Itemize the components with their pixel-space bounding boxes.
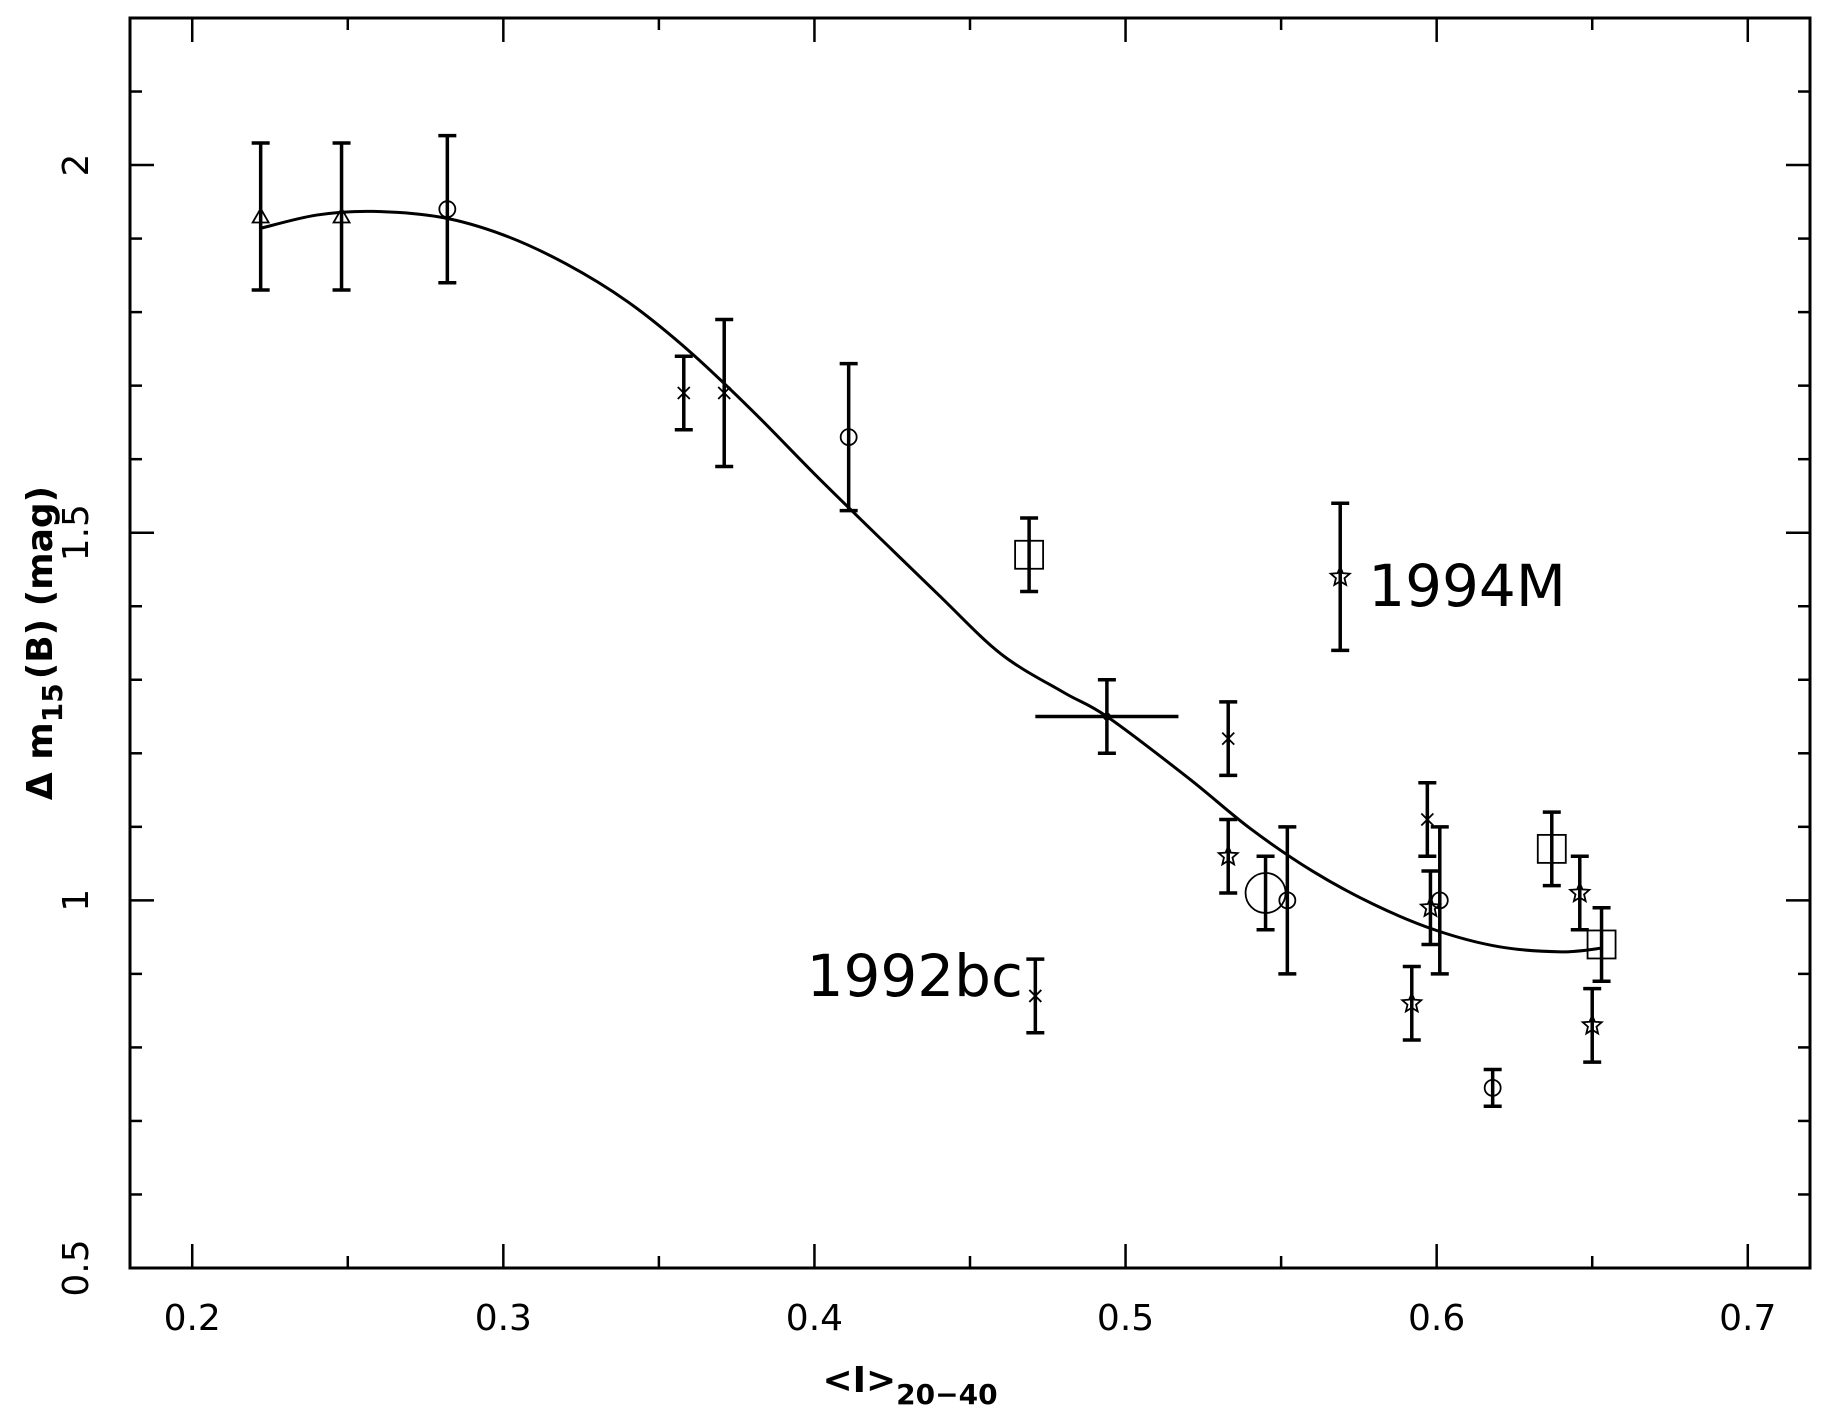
cross-marker: [677, 386, 691, 400]
data-point: [1418, 780, 1437, 858]
data-point: [1586, 905, 1617, 983]
data-point: [251, 141, 271, 292]
axis-tick-labels: 0.2 0.3 0.4 0.5 0.6 0.7 0.5 1 1.5 2: [56, 154, 1776, 1339]
dot-marker: [1102, 712, 1111, 721]
data-point: [839, 361, 858, 513]
y-tick-label-group: 1: [56, 889, 97, 912]
x-tick-label: 0.3: [475, 1298, 532, 1339]
y-tick-label: 1: [56, 889, 97, 912]
circle-marker: [1430, 891, 1449, 910]
cross-marker: [717, 386, 731, 400]
square-marker: [1586, 929, 1617, 960]
y-tick-label: 2: [56, 154, 97, 177]
cross-marker: [1028, 989, 1042, 1003]
data-point: [1400, 964, 1424, 1042]
star-marker: [1580, 1013, 1604, 1036]
data-point: [438, 133, 457, 285]
data-point: [1035, 678, 1179, 756]
star-marker: [1418, 895, 1443, 918]
x-tick-label: 0.5: [1097, 1298, 1154, 1339]
circle-marker: [1483, 1078, 1502, 1097]
plot-frame: [128, 16, 1812, 1270]
data-point: [1244, 854, 1287, 932]
data-point: [1418, 869, 1443, 947]
x-tick-label: 0.4: [786, 1298, 843, 1339]
x-tick-label: 0.7: [1719, 1298, 1776, 1339]
square-marker: [1536, 833, 1567, 864]
data-point: [1026, 957, 1045, 1035]
data-point: [1328, 501, 1352, 653]
annotations: 1994M 1992bc: [807, 552, 1566, 1010]
data-point: [1580, 986, 1604, 1064]
fit-curve: [260, 209, 1602, 954]
data-point: [332, 141, 352, 292]
star-marker: [1400, 990, 1424, 1014]
circle-marker: [438, 200, 457, 219]
data-point: [1568, 854, 1592, 932]
y-tick-label: 1.5: [56, 504, 97, 561]
x-axis-title: <I>20−40: [822, 1360, 997, 1411]
data-point: [1483, 1067, 1502, 1108]
data-point: [1430, 825, 1449, 976]
triangle-marker: [332, 206, 352, 224]
star-marker: [1328, 564, 1352, 587]
x-tick-label: 0.6: [1408, 1298, 1465, 1339]
data-point: [1219, 700, 1238, 778]
data-point: [674, 354, 693, 432]
data-point: [1536, 810, 1567, 888]
y-tick-label-group: 2: [56, 154, 97, 177]
annotation-label: 1992bc: [807, 942, 1023, 1010]
star-marker: [1568, 880, 1592, 903]
data-point: [1014, 516, 1045, 594]
y-tick-label-group: 0.5: [56, 1239, 97, 1296]
data-point: [1216, 817, 1240, 895]
cross-marker: [1420, 812, 1434, 827]
circle-marker: [1278, 891, 1297, 910]
circle-marker: [839, 428, 858, 447]
data-point: [715, 317, 734, 469]
annotation-label: 1994M: [1368, 552, 1566, 620]
data-points: [251, 133, 1617, 1108]
triangle-marker: [251, 206, 271, 224]
y-tick-label-group: 1.5: [56, 504, 97, 561]
square-marker: [1014, 539, 1045, 570]
data-point: [1278, 825, 1297, 976]
x-tick-label: 0.2: [164, 1298, 221, 1339]
axis-ticks: [130, 16, 1810, 1270]
y-axis-title: Δ m15(B) (mag): [20, 486, 69, 800]
star-marker: [1216, 843, 1240, 867]
y-tick-label: 0.5: [56, 1239, 97, 1296]
cross-marker: [1221, 731, 1235, 746]
